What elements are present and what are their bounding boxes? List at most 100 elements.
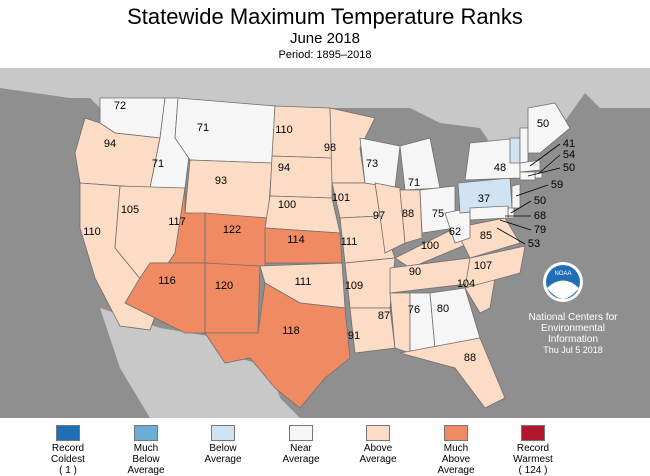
legend-label: Record: [51, 443, 85, 454]
state-co: [204, 212, 269, 269]
legend-label: Coldest: [51, 454, 85, 465]
legend-swatch: [521, 425, 545, 441]
state-mn: [329, 107, 376, 184]
rank-label-nj: 59: [551, 179, 563, 191]
legend-swatch: [56, 425, 80, 441]
rank-label-ma: 41: [563, 138, 575, 150]
page-title: Statewide Maximum Temperature Ranks: [127, 4, 523, 29]
legend-label: ( 124 ): [518, 465, 548, 476]
rank-label-ia: 101: [332, 192, 350, 204]
leader-line-nj: [515, 184, 549, 197]
leader-line-ma: [529, 143, 561, 167]
rank-label-pa: 37: [478, 193, 490, 205]
rank-label-ri: 54: [563, 149, 575, 161]
leader-line-de: [510, 200, 532, 214]
rank-label-fl: 88: [464, 352, 476, 364]
legend-label: Average: [127, 465, 165, 476]
legend-item-record-warmest: Record Warmest( 124 ): [493, 425, 573, 476]
rank-label-tx: 118: [282, 325, 300, 337]
rank-label-il: 97: [373, 210, 385, 222]
rank-label-md: 68: [534, 210, 546, 222]
page-subtitle: June 2018: [289, 30, 361, 47]
state-il: [374, 182, 406, 254]
rank-label-de: 50: [534, 195, 546, 207]
state-in: [399, 189, 423, 244]
rank-label-co: 122: [223, 224, 241, 236]
legend-label: Near: [290, 443, 312, 454]
rank-label-ok: 111: [295, 276, 312, 288]
rank-label-mt: 71: [197, 122, 209, 134]
legend-label: Average: [204, 454, 242, 465]
state-vt: [509, 137, 521, 164]
rank-label-va-coast: 53: [528, 238, 540, 250]
rank-label-az: 116: [158, 275, 176, 287]
rank-label-al: 76: [408, 304, 420, 316]
rank-label-ar: 109: [345, 280, 363, 292]
rank-label-nc: 107: [474, 260, 492, 272]
leader-line-ct: [527, 167, 561, 177]
legend-item-above: Above Average: [338, 425, 418, 465]
rank-label-me: 50: [537, 118, 549, 130]
legend-swatch: [134, 425, 158, 441]
org-line-2: Environmental: [541, 323, 605, 334]
rank-label-wv: 62: [449, 226, 461, 238]
rank-label-ky: 100: [421, 240, 439, 252]
rank-label-la: 91: [348, 330, 360, 342]
leader-line-dc: [499, 219, 532, 231]
rank-label-wa: 72: [114, 100, 126, 112]
rank-label-id: 71: [152, 158, 164, 170]
rank-label-ca: 110: [83, 226, 101, 238]
rank-label-dc: 79: [534, 224, 546, 236]
rank-label-ga: 80: [437, 303, 449, 315]
state-ct: [519, 171, 536, 181]
legend-label: Above: [441, 454, 471, 465]
rank-label-mi: 71: [408, 177, 420, 189]
legend-swatch: [211, 425, 235, 441]
org-line-1: National Centers for: [528, 312, 618, 323]
state-fl: [399, 337, 506, 409]
rank-label-ut: 117: [168, 216, 186, 228]
state-md: [469, 205, 509, 221]
state-nm: [204, 262, 261, 334]
state-nc: [464, 245, 526, 289]
noaa-logo: NOAA: [543, 262, 583, 302]
legend-label: ( 1 ): [59, 465, 77, 476]
rank-label-tn: 90: [409, 266, 421, 278]
rank-label-nv: 105: [121, 204, 139, 216]
rank-label-or: 94: [104, 138, 116, 150]
legend-label: Below: [209, 443, 237, 454]
rank-label-wi: 73: [366, 158, 378, 170]
legend-swatch: [289, 425, 313, 441]
legend-item-record-coldest: Record Coldest( 1 ): [28, 425, 108, 476]
legend-label: Warmest: [513, 454, 553, 465]
state-tx: [204, 282, 351, 409]
state-wy: [184, 159, 273, 219]
state-nh: [519, 127, 529, 164]
rank-label-mo: 111: [341, 236, 358, 248]
rank-label-oh: 75: [432, 208, 444, 220]
leader-line-va-coast: [496, 227, 526, 245]
rank-label-nd: 110: [275, 124, 293, 136]
rank-label-wy: 93: [215, 175, 227, 187]
us-map: 72 94 110 71 105 71 93 117 116 122 120 110 94 100 114 1…: [0, 68, 650, 418]
rank-label-sd: 94: [278, 162, 290, 174]
legend-label: Below: [132, 454, 160, 465]
state-mt: [174, 97, 276, 164]
rank-label-ny: 48: [494, 162, 506, 174]
legend-swatch: [444, 425, 468, 441]
canada-land: [0, 68, 650, 158]
legend-item-much-below: Much Below Average: [106, 425, 186, 476]
rank-label-ct: 50: [563, 162, 575, 174]
rank-label-in: 88: [402, 208, 414, 220]
legend-item-below: Below Average: [183, 425, 263, 465]
period-label: Period: 1895–2018: [278, 49, 372, 61]
legend-label: Average: [437, 465, 475, 476]
legend-label: Much: [443, 443, 469, 454]
legend-label: Average: [359, 454, 397, 465]
org-line-3: Information: [547, 334, 599, 345]
legend-label: Much: [133, 443, 159, 454]
state-va: [454, 217, 521, 259]
legend-label: Above: [363, 443, 393, 454]
rank-label-va: 85: [480, 230, 492, 242]
rank-label-ne: 100: [278, 199, 296, 211]
